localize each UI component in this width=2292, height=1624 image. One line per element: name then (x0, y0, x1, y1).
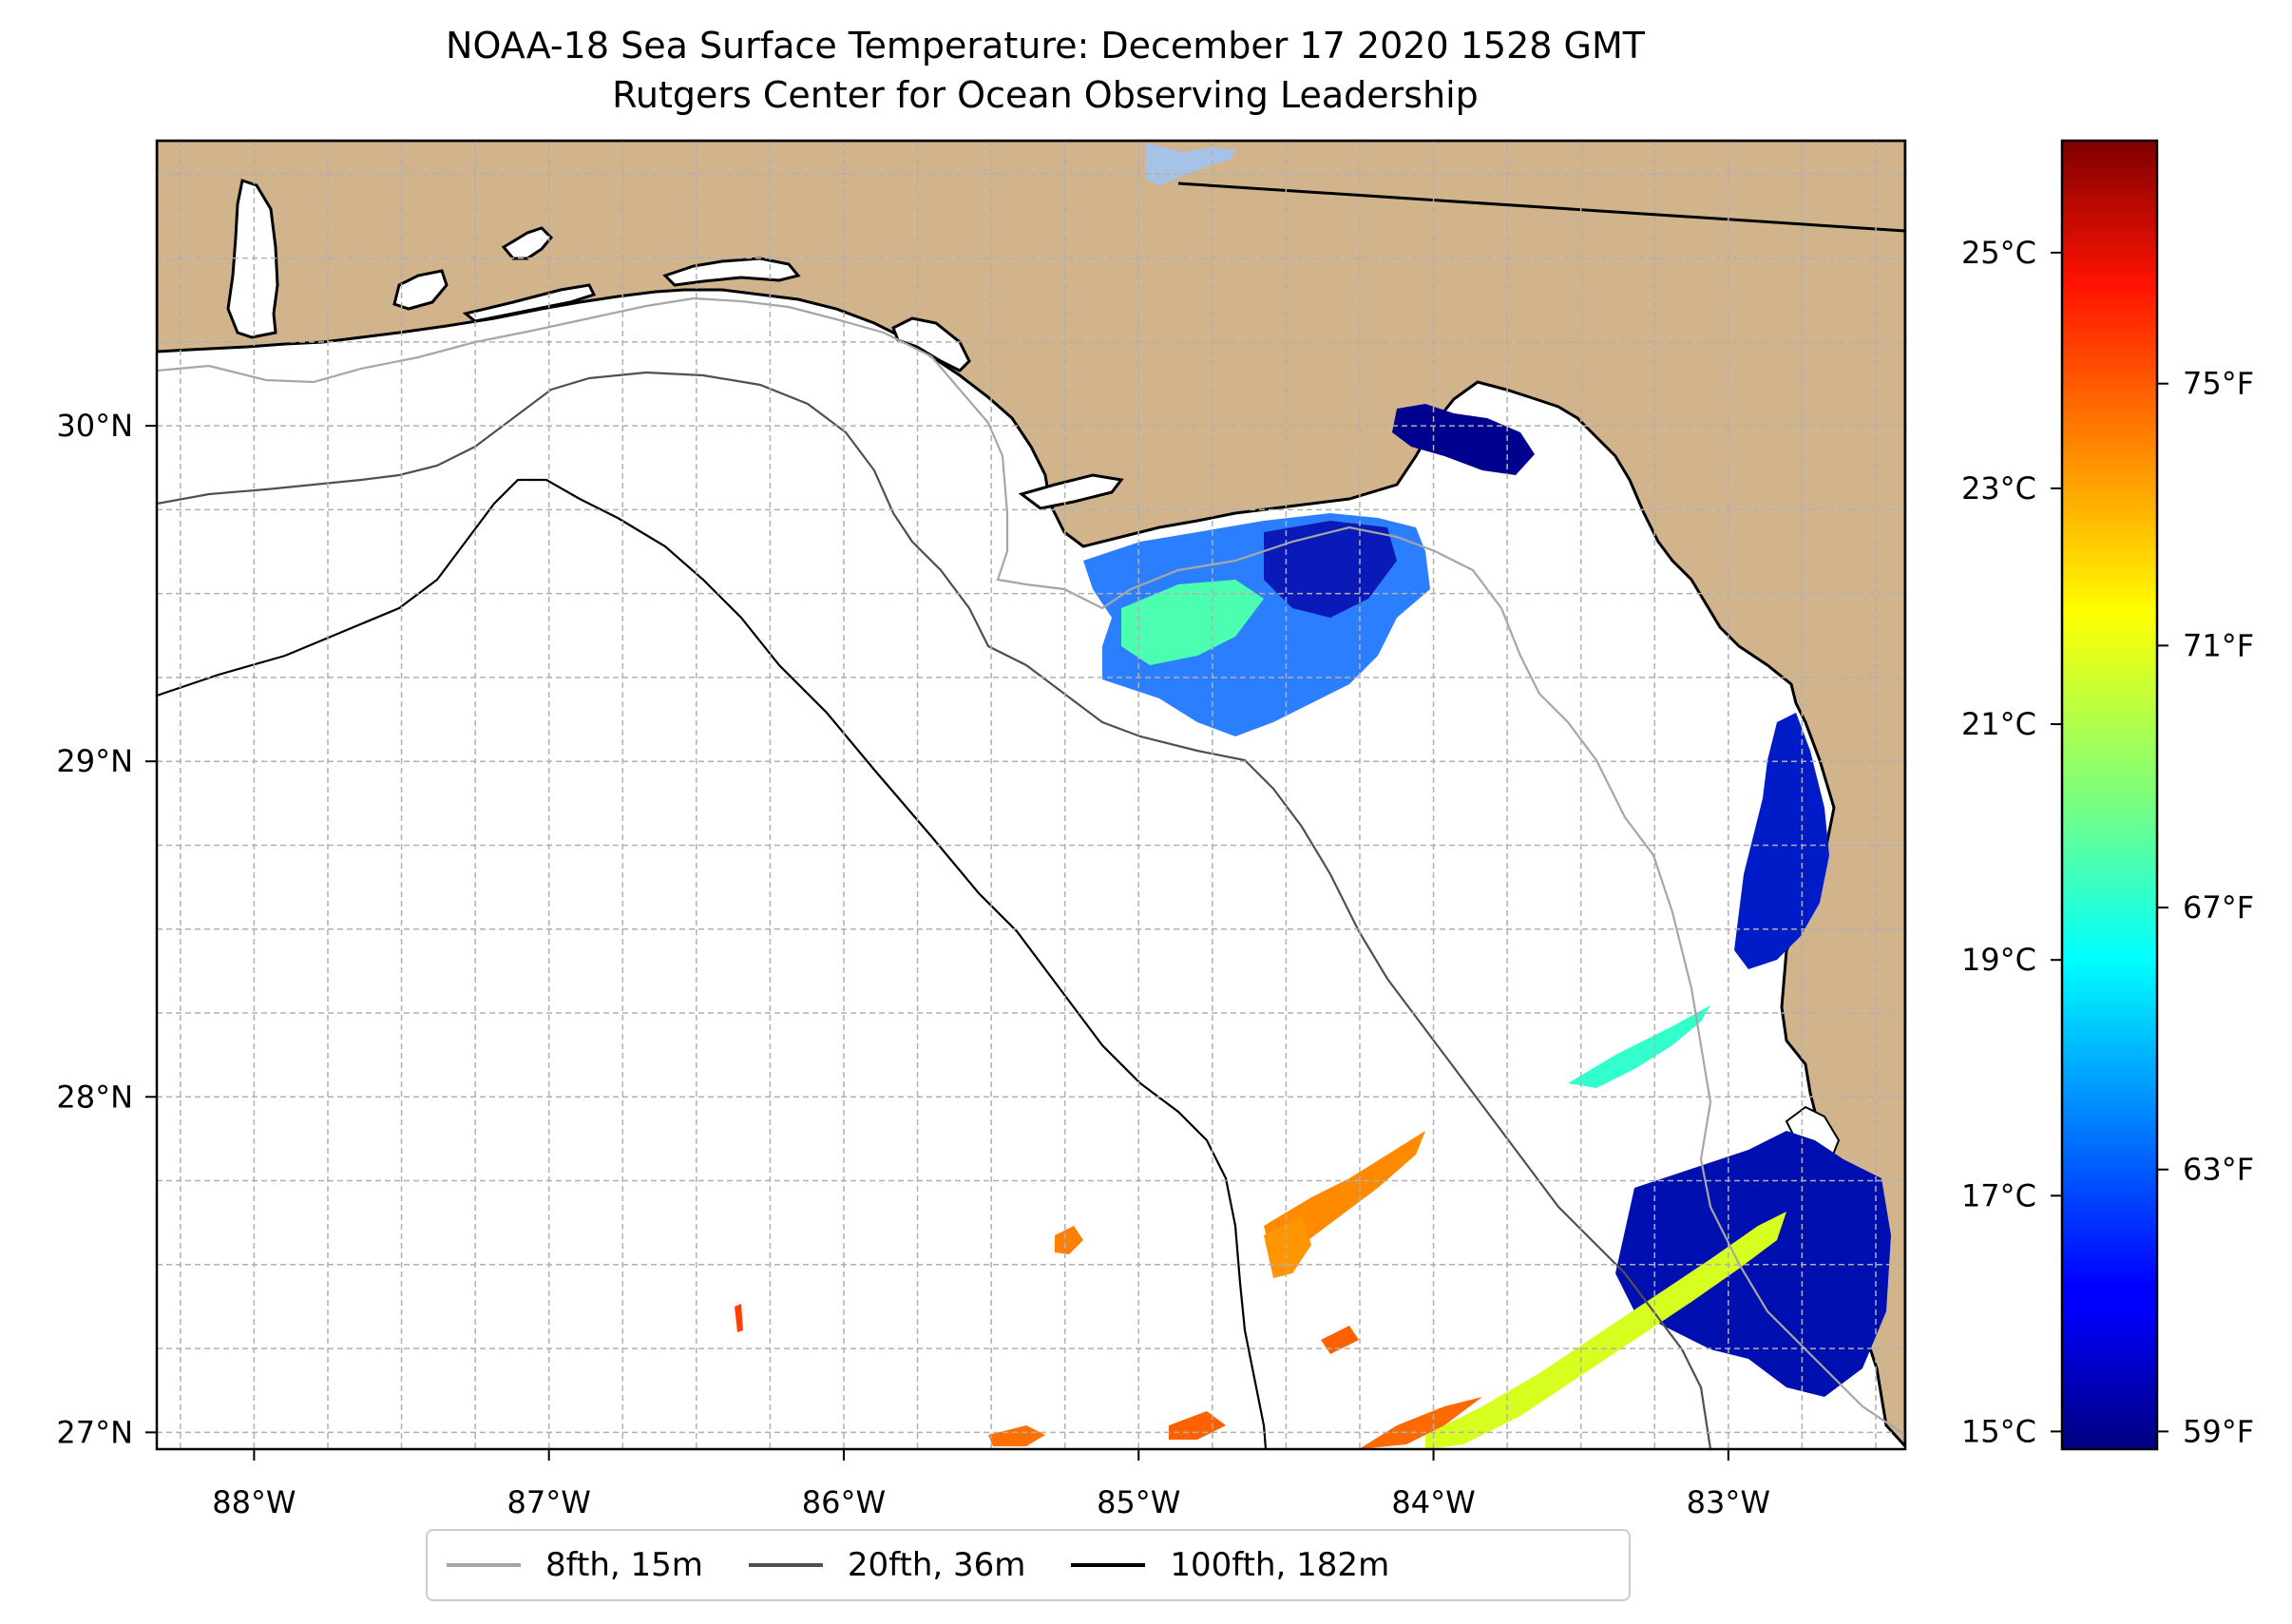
mobile-bay (226, 179, 279, 339)
legend-item-100fth: 100fth, 182m (1071, 1546, 1389, 1584)
choctawhatchee-bay (462, 283, 597, 323)
tick-label-71f: 71°F (2183, 627, 2254, 663)
tick-28n: 28°N (56, 1079, 157, 1115)
tick-label-21c: 21°C (1961, 706, 2036, 742)
contour-20fth (157, 371, 1712, 1449)
legend-swatch-100fth (1071, 1563, 1146, 1567)
tick-63f: 63°F (2157, 1152, 2254, 1188)
legend-item-8fth: 8fth, 15m (447, 1546, 703, 1584)
tick-84w: 84°W (1391, 1449, 1476, 1520)
legend-label-100fth: 100fth, 182m (1170, 1546, 1390, 1584)
legend-swatch-8fth (447, 1563, 521, 1567)
tick-label-75f: 75°F (2183, 366, 2254, 402)
tick-59f: 59°F (2157, 1413, 2254, 1449)
map-area (157, 141, 1905, 1449)
tick-label-17c: 17°C (1961, 1177, 2036, 1213)
sst-patch-orange-small-4 (988, 1425, 1045, 1446)
sst-patch-south-dark (1615, 1131, 1891, 1397)
graticule (157, 141, 1905, 1449)
legend-label-20fth: 20fth, 36m (847, 1546, 1026, 1584)
tick-label-87w: 87°W (507, 1484, 591, 1520)
celsius-ticks: 15°C 17°C 19°C 21°C 23°C 25°C (1961, 235, 2062, 1449)
tick-label-67f: 67°F (2183, 889, 2254, 926)
sst-data-layer (735, 404, 1891, 1449)
sst-patch-bigbend-dark (1734, 713, 1829, 969)
sst-patch-south-orange (1359, 1397, 1482, 1449)
contour-100fth (157, 478, 1268, 1449)
legend-item-20fth: 20fth, 36m (748, 1546, 1026, 1584)
tick-label-84w: 84°W (1391, 1484, 1475, 1520)
tick-label-88w: 88°W (212, 1484, 296, 1520)
sst-dot-1 (735, 1304, 743, 1332)
map-frame (155, 139, 1907, 1451)
sst-patch-orange-small-2 (1321, 1326, 1359, 1354)
tick-19c: 19°C (1961, 942, 2062, 978)
tick-23c: 23°C (1961, 470, 2062, 506)
tick-83w: 83°W (1687, 1449, 1770, 1520)
title-line-1: NOAA-18 Sea Surface Temperature: Decembe… (446, 25, 1645, 67)
tick-label-63f: 63°F (2183, 1152, 2254, 1188)
sst-patch-mid-orange-2 (1264, 1216, 1311, 1278)
tick-label-59f: 59°F (2183, 1413, 2254, 1449)
bay-inlet-1 (501, 226, 554, 260)
tick-29n: 29°N (56, 743, 157, 779)
sst-patch-streak-teal (1568, 1005, 1710, 1088)
tick-label-83w: 83°W (1687, 1484, 1770, 1520)
tick-label-30n: 30°N (56, 408, 133, 444)
tick-86w: 86°W (802, 1449, 886, 1520)
sst-patch-north-coast (1392, 404, 1535, 475)
tick-75f: 75°F (2157, 366, 2254, 402)
tick-label-25c: 25°C (1961, 235, 2036, 271)
tick-label-23c: 23°C (1961, 470, 2036, 506)
tick-25c: 25°C (1961, 235, 2062, 271)
longitude-axis: 88°W 87°W 86°W 85°W 84°W 83°W (212, 1449, 1770, 1520)
apalachicola-bay (1018, 473, 1124, 510)
chart-title: NOAA-18 Sea Surface Temperature: Decembe… (0, 21, 2091, 120)
contour-8fth (157, 296, 1905, 1436)
tick-71f: 71°F (2157, 627, 2254, 663)
contour-legend: 8fth, 15m 20fth, 36m 100fth, 182m (426, 1529, 1631, 1601)
tick-label-29n: 29°N (56, 743, 133, 779)
tick-label-86w: 86°W (802, 1484, 886, 1520)
colorbar-gradient (2060, 139, 2159, 1451)
tick-67f: 67°F (2157, 889, 2254, 926)
tick-label-27n: 27°N (56, 1414, 133, 1450)
tick-label-85w: 85°W (1097, 1484, 1180, 1520)
tick-30n: 30°N (56, 408, 157, 444)
tick-85w: 85°W (1097, 1449, 1180, 1520)
pensacola-bay (392, 269, 449, 311)
tick-88w: 88°W (212, 1449, 296, 1520)
sst-patch-apalachee-green (1121, 580, 1264, 665)
fahrenheit-ticks: 59°F 63°F 67°F 71°F 75°F (2157, 366, 2254, 1449)
tick-27n: 27°N (56, 1414, 157, 1450)
tick-21c: 21°C (1961, 706, 2062, 742)
tick-label-15c: 15°C (1961, 1413, 2036, 1449)
bay-inlet-2 (662, 257, 801, 287)
tick-17c: 17°C (1961, 1177, 2062, 1213)
tick-label-19c: 19°C (1961, 942, 2036, 978)
sst-patch-south-yellow-streak (1425, 1212, 1786, 1449)
latitude-axis: 27°N 28°N 29°N 30°N (56, 408, 157, 1450)
tick-15c: 15°C (1961, 1413, 2062, 1449)
state-border (1177, 182, 1905, 233)
tick-87w: 87°W (507, 1449, 591, 1520)
legend-label-8fth: 8fth, 15m (545, 1546, 703, 1584)
title-line-2: Rutgers Center for Ocean Observing Leade… (612, 74, 1479, 116)
colorbar: 15°C 17°C 19°C 21°C 23°C 25°C 59°F 63°F … (1961, 139, 2254, 1451)
tick-label-28n: 28°N (56, 1079, 133, 1115)
legend-swatch-20fth (748, 1563, 823, 1567)
sst-patch-orange-small-1 (1055, 1226, 1083, 1254)
